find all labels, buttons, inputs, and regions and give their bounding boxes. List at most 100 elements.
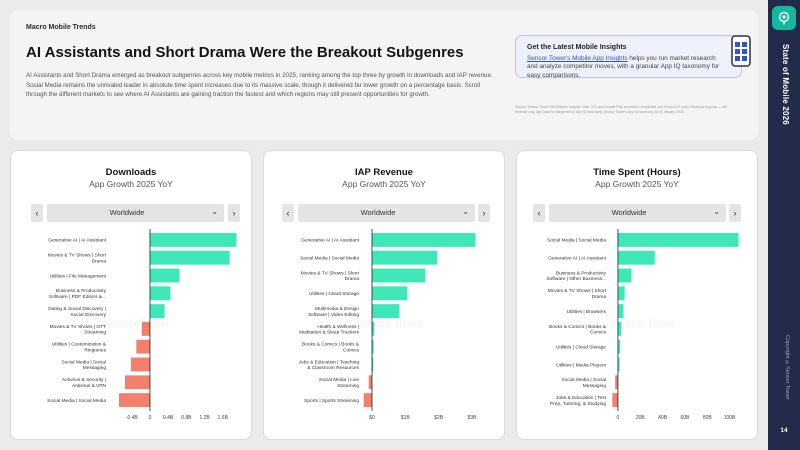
bar (149, 286, 171, 301)
category-label: Health & Wellness | Meditation & Sleep Tr… (299, 324, 360, 336)
next-region-button[interactable]: › (729, 204, 741, 222)
x-tick-label: 0.4B (163, 415, 174, 421)
chart-title: Time Spent (Hours) (593, 167, 681, 178)
bar (372, 339, 374, 354)
bar (617, 232, 739, 247)
source-note: Source: Sensor Tower RDO/Mobile Insights… (515, 105, 727, 114)
bar (119, 393, 150, 408)
next-region-button[interactable]: › (478, 204, 490, 222)
bar (617, 304, 624, 319)
time-spent-bar-chart: Social Media | Social Media Generative AI… (546, 229, 739, 421)
x-tick-label: 1.2B (199, 415, 210, 421)
x-tick-label: 40B (658, 415, 668, 421)
region-select-value: Worldwide (109, 208, 145, 217)
category-label: Business & Productivity Software | PDF Ed… (49, 288, 107, 300)
page: Macro Mobile Trends AI Assistants and Sh… (10, 10, 758, 440)
bar (149, 232, 237, 247)
bar (617, 357, 620, 372)
bar (612, 393, 618, 408)
x-tick-label: 80B (703, 415, 713, 421)
next-region-button[interactable]: › (228, 204, 240, 222)
chart-subtitle: App Growth 2025 YoY (595, 179, 679, 189)
category-label: Movies & TV Shows | OTT Streaming (50, 324, 107, 336)
category-label: Utilities | Browsers (567, 309, 607, 315)
hero-card: Macro Mobile Trends AI Assistants and Sh… (10, 10, 758, 140)
prev-region-button[interactable]: ‹ (282, 204, 294, 222)
region-select[interactable]: Worldwide ⌄ (549, 204, 726, 222)
page-description: AI Assistants and Short Drama emerged as… (26, 72, 493, 99)
callout-body-text: helps you run market research and analyz… (527, 55, 720, 79)
bar (149, 304, 165, 319)
bar (617, 268, 632, 283)
x-tick-label: 1.6B (218, 415, 229, 421)
bar (372, 268, 426, 283)
category-label: Dating & Social Discovery | Social Discov… (48, 306, 106, 318)
bar (372, 250, 437, 265)
bar (372, 304, 400, 319)
chart-subtitle: App Growth 2025 YoY (342, 179, 426, 189)
category-label: Utilities | Customization & Ringtones (52, 342, 107, 354)
category-label: Generative AI | AI Assistant (48, 238, 106, 244)
x-tick-label: 60B (680, 415, 690, 421)
bar (372, 321, 375, 336)
page-number: 14 (780, 427, 788, 434)
bar (130, 357, 150, 372)
chevron-down-icon: ⌄ (462, 207, 469, 216)
category-label: Jobs & Education | Test Prep, Tutoring, &… (550, 395, 607, 407)
prev-region-button[interactable]: ‹ (31, 204, 43, 222)
prev-region-button[interactable]: ‹ (533, 204, 545, 222)
bar (617, 321, 622, 336)
sensor-tower-logo-icon[interactable] (772, 6, 796, 30)
downloads-chart-card: Downloads App Growth 2025 YoY ‹ Worldwid… (10, 150, 252, 440)
downloads-bar-chart: Generative AI | AI Assistant Movies & TV … (47, 229, 237, 421)
insights-callout: Get the Latest Mobile Insights Sensor To… (515, 35, 751, 79)
side-rail: State of Mobile 2026 Copyright ©Sensor T… (768, 0, 800, 450)
category-label: Social Media | Social Media (547, 238, 606, 244)
category-label: Social Media | Social Media (300, 256, 359, 262)
mobile-insights-link[interactable]: Sensor Tower's Mobile App Insights (527, 55, 628, 62)
x-tick-label: 20B (636, 415, 646, 421)
bar (363, 393, 372, 408)
chart-title: IAP Revenue (355, 167, 413, 178)
region-select-value: Worldwide (360, 208, 396, 217)
bar (149, 268, 180, 283)
x-tick-label: 100B (724, 415, 736, 421)
x-tick-label: 0.8B (181, 415, 192, 421)
category-label: Movies & TV Shows | Short Drama (301, 270, 360, 282)
category-label: Generative AI | AI Assistant (548, 256, 606, 262)
x-tick-label: -0.4B (126, 415, 139, 421)
category-label: Antivirus & Security | Antivirus & VPN (62, 377, 107, 389)
bar (136, 339, 150, 354)
bar (149, 250, 230, 265)
bar (615, 375, 618, 390)
report-title: State of Mobile 2026 (781, 44, 790, 125)
category-label: Jobs & Education | Teaching & Classroom R… (299, 359, 360, 371)
category-label: Utilities | Media Players (556, 362, 606, 368)
bar (617, 250, 655, 265)
region-select-value: Worldwide (611, 208, 647, 217)
time-spent-chart-card: Time Spent (Hours) App Growth 2025 YoY ‹… (516, 150, 758, 440)
category-label: Social Media | Live Streaming (319, 377, 360, 389)
iap-revenue-bar-chart: Generative AI | AI Assistant Social Media… (299, 229, 478, 421)
x-tick-label: 0 (149, 415, 152, 421)
category-label: Utilities | Cloud Storage (309, 291, 359, 297)
x-tick-label: $3B (468, 415, 478, 421)
copyright: Copyright ©Sensor Tower (784, 335, 790, 400)
iap-revenue-chart-card: IAP Revenue App Growth 2025 YoY ‹ Worldw… (263, 150, 505, 440)
category-label: Utilities | File Management (50, 273, 107, 279)
category-label: Books & Comics | Books & Comics (549, 324, 607, 336)
x-tick-label: $0 (369, 415, 375, 421)
region-select[interactable]: Worldwide ⌄ (47, 204, 224, 222)
bar (141, 321, 150, 336)
page-title: AI Assistants and Short Drama Were the B… (26, 44, 464, 61)
phone-grid-icon (729, 32, 753, 72)
chevron-down-icon: ⌄ (211, 207, 218, 216)
region-select[interactable]: Worldwide ⌄ (298, 204, 475, 222)
bar (372, 286, 407, 301)
chevron-down-icon: ⌄ (713, 207, 720, 216)
bar (617, 339, 621, 354)
section-kicker: Macro Mobile Trends (26, 24, 96, 31)
category-label: Social Media | Social Media (47, 398, 106, 404)
x-tick-label: $2B (434, 415, 444, 421)
category-label: Social Media | Social Messaging (62, 359, 107, 371)
